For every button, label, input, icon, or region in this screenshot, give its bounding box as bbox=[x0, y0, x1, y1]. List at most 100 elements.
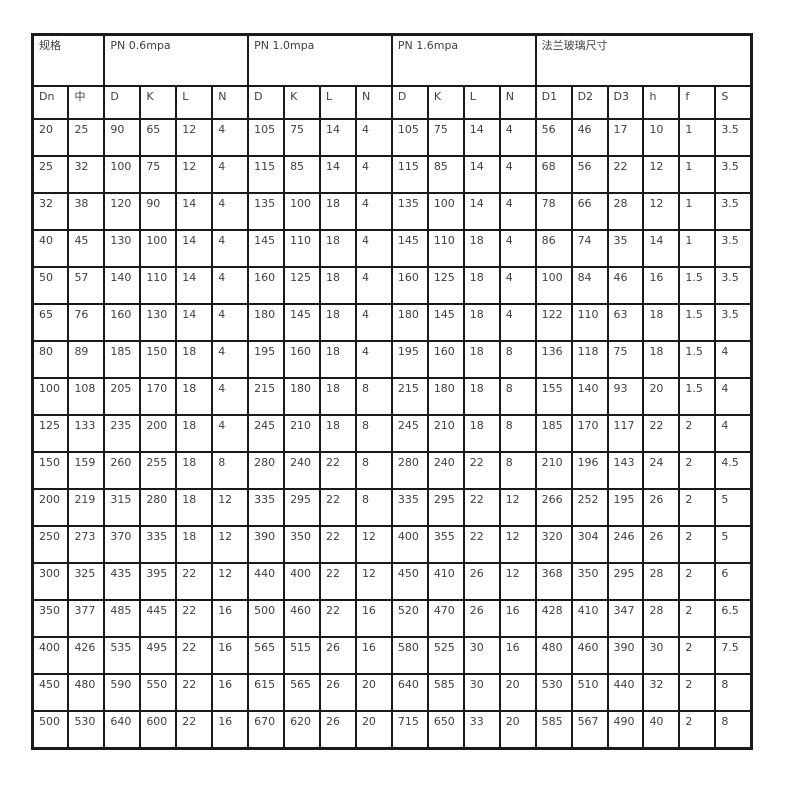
cell: 1 bbox=[678, 118, 717, 157]
cell: 273 bbox=[67, 525, 106, 564]
cell: 14 bbox=[319, 155, 357, 194]
cell: 460 bbox=[283, 599, 321, 638]
column-header-s: S bbox=[714, 85, 753, 120]
cell: 145 bbox=[426, 303, 465, 342]
cell: 4 bbox=[211, 229, 250, 268]
cell: 125 bbox=[426, 266, 465, 305]
cell: 260 bbox=[103, 451, 142, 490]
cell: 75 bbox=[426, 118, 465, 157]
cell: 500 bbox=[31, 710, 70, 750]
cell: 17 bbox=[606, 118, 645, 157]
column-header-pn06-d: D bbox=[103, 85, 142, 120]
cell: 368 bbox=[534, 562, 573, 601]
cell: 32 bbox=[67, 155, 106, 194]
cell: 550 bbox=[139, 673, 178, 712]
cell: 2 bbox=[678, 710, 717, 750]
cell: 130 bbox=[139, 303, 178, 342]
cell: 65 bbox=[139, 118, 178, 157]
cell: 86 bbox=[534, 229, 573, 268]
cell: 25 bbox=[31, 155, 70, 194]
cell: 4 bbox=[498, 229, 537, 268]
cell: 400 bbox=[283, 562, 321, 601]
cell: 195 bbox=[247, 340, 286, 379]
cell: 304 bbox=[570, 525, 609, 564]
cell: 140 bbox=[103, 266, 142, 305]
cell: 210 bbox=[426, 414, 465, 453]
cell: 26 bbox=[462, 599, 501, 638]
cell: 120 bbox=[103, 192, 142, 231]
cell: 4.5 bbox=[714, 451, 753, 490]
column-header-h: h bbox=[642, 85, 681, 120]
cell: 12 bbox=[354, 525, 393, 564]
cell: 295 bbox=[283, 488, 321, 527]
cell: 12 bbox=[642, 155, 681, 194]
cell: 110 bbox=[283, 229, 321, 268]
cell: 3.5 bbox=[714, 192, 753, 231]
cell: 377 bbox=[67, 599, 106, 638]
cell: 1 bbox=[678, 192, 717, 231]
cell: 3.5 bbox=[714, 229, 753, 268]
cell: 4 bbox=[498, 266, 537, 305]
cell: 16 bbox=[211, 710, 250, 750]
cell: 75 bbox=[139, 155, 178, 194]
cell: 26 bbox=[642, 525, 681, 564]
column-header-d1: D1 bbox=[534, 85, 573, 120]
cell: 300 bbox=[31, 562, 70, 601]
cell: 89 bbox=[67, 340, 106, 379]
cell: 16 bbox=[211, 599, 250, 638]
cell: 8 bbox=[498, 340, 537, 379]
table-row: 125 133 235 200 18 4 245 210 18 8 245 210 18 8 185 170 1… bbox=[31, 414, 753, 453]
cell: 2 bbox=[678, 599, 717, 638]
cell: 105 bbox=[390, 118, 429, 157]
cell: 14 bbox=[175, 266, 214, 305]
cell: 4 bbox=[211, 118, 250, 157]
cell: 535 bbox=[103, 636, 142, 675]
column-header-pn16-l: L bbox=[462, 85, 501, 120]
sub-header-row: Dn 中 D K L N D K L N D K L N D1 D2 D3 h … bbox=[31, 85, 753, 120]
cell: 2 bbox=[678, 562, 717, 601]
cell: 40 bbox=[642, 710, 681, 750]
cell: 160 bbox=[283, 340, 321, 379]
cell: 2 bbox=[678, 673, 717, 712]
cell: 585 bbox=[534, 710, 573, 750]
cell: 210 bbox=[534, 451, 573, 490]
cell: 246 bbox=[606, 525, 645, 564]
column-header-pn10-l: L bbox=[319, 85, 357, 120]
cell: 84 bbox=[570, 266, 609, 305]
cell: 445 bbox=[139, 599, 178, 638]
cell: 150 bbox=[31, 451, 70, 490]
cell: 22 bbox=[462, 488, 501, 527]
table-row: 300 325 435 395 22 12 440 400 22 12 450 410 26 12 368 3… bbox=[31, 562, 753, 601]
cell: 110 bbox=[139, 266, 178, 305]
table-row: 50 57 140 110 14 4 160 125 18 4 160 125 18 4 100 84 46 16… bbox=[31, 266, 753, 305]
cell: 640 bbox=[103, 710, 142, 750]
cell: 320 bbox=[534, 525, 573, 564]
cell: 125 bbox=[31, 414, 70, 453]
cell: 5 bbox=[714, 488, 753, 527]
cell: 90 bbox=[139, 192, 178, 231]
cell: 8 bbox=[498, 451, 537, 490]
cell: 8 bbox=[354, 451, 393, 490]
cell: 4 bbox=[354, 303, 393, 342]
cell: 24 bbox=[642, 451, 681, 490]
cell: 219 bbox=[67, 488, 106, 527]
column-header-pn06-n: N bbox=[211, 85, 250, 120]
cell: 20 bbox=[354, 673, 393, 712]
cell: 252 bbox=[570, 488, 609, 527]
cell: 117 bbox=[606, 414, 645, 453]
cell: 56 bbox=[534, 118, 573, 157]
table-row: 250 273 370 335 18 12 390 350 22 12 400 355 22 12 320 3… bbox=[31, 525, 753, 564]
cell: 18 bbox=[319, 229, 357, 268]
group-header-pn06: PN 0.6mpa bbox=[103, 33, 250, 87]
cell: 68 bbox=[534, 155, 573, 194]
group-header-row: 规格 PN 0.6mpa PN 1.0mpa PN 1.6mpa 法兰玻璃尺寸 bbox=[31, 33, 753, 87]
cell: 8 bbox=[714, 673, 753, 712]
column-header-pn10-k: K bbox=[283, 85, 321, 120]
cell: 2 bbox=[678, 488, 717, 527]
table-row: 65 76 160 130 14 4 180 145 18 4 180 145 18 4 122 110 63 1… bbox=[31, 303, 753, 342]
cell: 4 bbox=[498, 192, 537, 231]
cell: 18 bbox=[462, 229, 501, 268]
column-header-pn16-n: N bbox=[498, 85, 537, 120]
cell: 295 bbox=[426, 488, 465, 527]
table-row: 25 32 100 75 12 4 115 85 14 4 115 85 14 4 68 56 22 12 1 3.5 bbox=[31, 155, 753, 194]
